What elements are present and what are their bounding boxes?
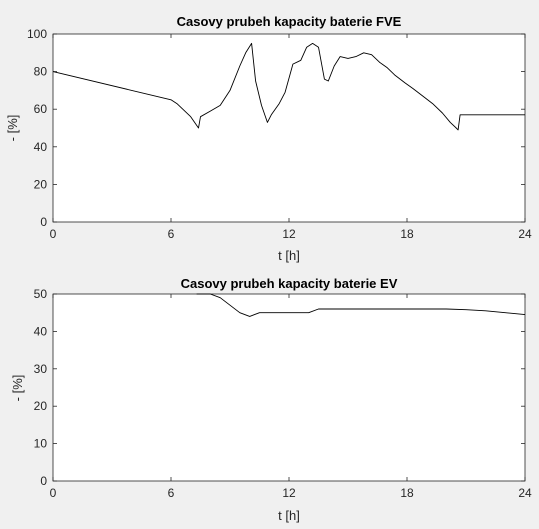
x-tick-label: 0 [50, 486, 57, 500]
series-group [196, 293, 526, 317]
x-tick-label: 12 [282, 486, 296, 500]
y-axis-label: - [%] [10, 375, 25, 402]
y-tick-label: 10 [34, 437, 48, 451]
y-tick-label: 20 [34, 177, 48, 191]
x-tick-label: 6 [168, 486, 175, 500]
y-tick-label: 80 [34, 65, 48, 79]
y-axis: 0 20 40 60 80 100 [27, 27, 525, 229]
series-group [52, 42, 525, 131]
x-tick-label: 24 [518, 486, 532, 500]
chart-title: Casovy prubeh kapacity baterie FVE [177, 14, 402, 29]
y-tick-label: 20 [34, 399, 48, 413]
x-axis-label: t [h] [278, 508, 300, 523]
x-axis: 0 6 12 18 24 [50, 294, 532, 500]
chart-ev-battery: Casovy prubeh kapacity baterie EV 0 6 12 18… [10, 276, 532, 523]
y-tick-label: 40 [34, 140, 48, 154]
y-axis: 0 10 20 30 40 50 [34, 287, 525, 488]
plot-area [52, 33, 526, 223]
series-line [196, 293, 526, 317]
x-tick-label: 12 [282, 227, 296, 241]
series-line [52, 42, 525, 131]
chart-fve-battery: Casovy prubeh kapacity baterie FVE 0 6 12 1… [5, 14, 532, 263]
y-tick-label: 0 [40, 215, 47, 229]
y-tick-label: 40 [34, 324, 48, 338]
x-axis: 0 6 12 18 24 [50, 34, 532, 241]
y-tick-label: 0 [40, 474, 47, 488]
chart-title: Casovy prubeh kapacity baterie EV [181, 276, 398, 291]
x-tick-label: 18 [400, 227, 414, 241]
x-axis-label: t [h] [278, 248, 300, 263]
x-tick-label: 6 [168, 227, 175, 241]
y-tick-label: 60 [34, 102, 48, 116]
y-axis-label: - [%] [5, 115, 20, 142]
x-tick-label: 24 [518, 227, 532, 241]
x-tick-label: 18 [400, 486, 414, 500]
y-tick-label: 50 [34, 287, 48, 301]
plot-area [52, 293, 526, 482]
y-tick-label: 100 [27, 27, 47, 41]
y-tick-label: 30 [34, 362, 48, 376]
x-tick-label: 0 [50, 227, 57, 241]
